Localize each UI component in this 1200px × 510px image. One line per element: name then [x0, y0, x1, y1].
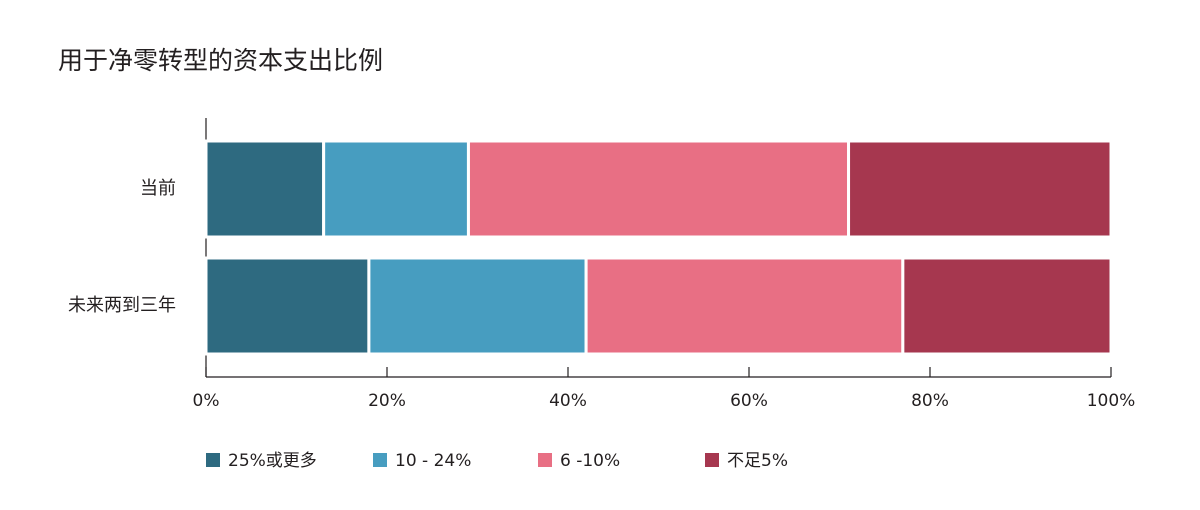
y-tick-label: 未来两到三年	[68, 295, 176, 316]
x-tick-label: 0%	[193, 391, 220, 411]
bar-segment	[204, 256, 371, 356]
x-tick-label: 60%	[730, 391, 768, 411]
bar-segment	[901, 256, 1113, 356]
x-tick-label: 100%	[1087, 391, 1136, 411]
bar-segment	[204, 139, 326, 239]
legend-label: 不足5%	[727, 451, 788, 471]
chart-title: 用于净零转型的资本支出比例	[58, 46, 383, 75]
bar-segment	[322, 139, 470, 239]
legend-label: 10 - 24%	[395, 451, 471, 471]
legend-swatch	[206, 453, 220, 467]
bar-segment	[847, 139, 1113, 239]
x-tick-label: 80%	[911, 391, 949, 411]
legend-label: 6 -10%	[560, 451, 620, 471]
x-tick-label: 40%	[549, 391, 587, 411]
legend-swatch	[373, 453, 387, 467]
legend-swatch	[705, 453, 719, 467]
x-tick-label: 20%	[368, 391, 406, 411]
bar-segment	[466, 139, 851, 239]
y-tick-label: 当前	[140, 178, 176, 199]
legend-label: 25%或更多	[228, 451, 317, 471]
bar-segment	[367, 256, 588, 356]
bar-segment	[584, 256, 905, 356]
legend-swatch	[538, 453, 552, 467]
